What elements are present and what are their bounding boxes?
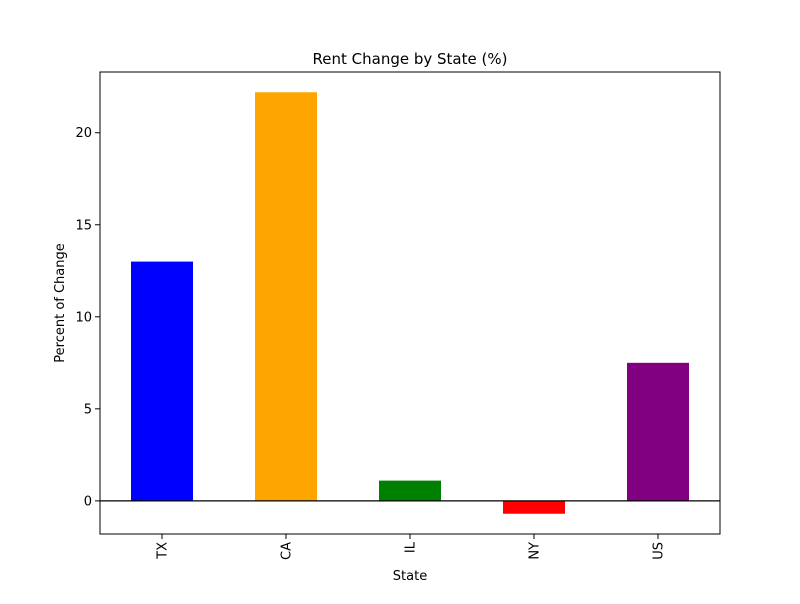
bar-il bbox=[379, 480, 441, 501]
bar-tx bbox=[131, 261, 193, 501]
y-tick-label: 5 bbox=[84, 402, 92, 417]
y-axis-label: Percent of Change bbox=[53, 243, 68, 362]
y-axis-ticks: 0 5 10 15 20 bbox=[75, 126, 100, 509]
bar-ca bbox=[255, 92, 317, 501]
bars-layer bbox=[131, 92, 689, 514]
x-axis-label: State bbox=[393, 569, 427, 584]
x-tick-label: TX bbox=[156, 542, 171, 560]
x-tick-label: US bbox=[652, 542, 667, 560]
x-tick-label: CA bbox=[280, 542, 295, 560]
bar-ny bbox=[503, 500, 565, 514]
y-tick-label: 15 bbox=[75, 218, 92, 233]
y-tick-label: 0 bbox=[84, 494, 92, 509]
x-tick-label: IL bbox=[404, 541, 419, 553]
bar-us bbox=[627, 362, 689, 501]
x-axis-ticks: TX CA IL NY US bbox=[156, 534, 667, 560]
y-tick-label: 10 bbox=[75, 310, 92, 325]
chart-title: Rent Change by State (%) bbox=[313, 50, 508, 68]
y-tick-label: 20 bbox=[75, 126, 92, 141]
x-tick-label: NY bbox=[528, 542, 543, 560]
